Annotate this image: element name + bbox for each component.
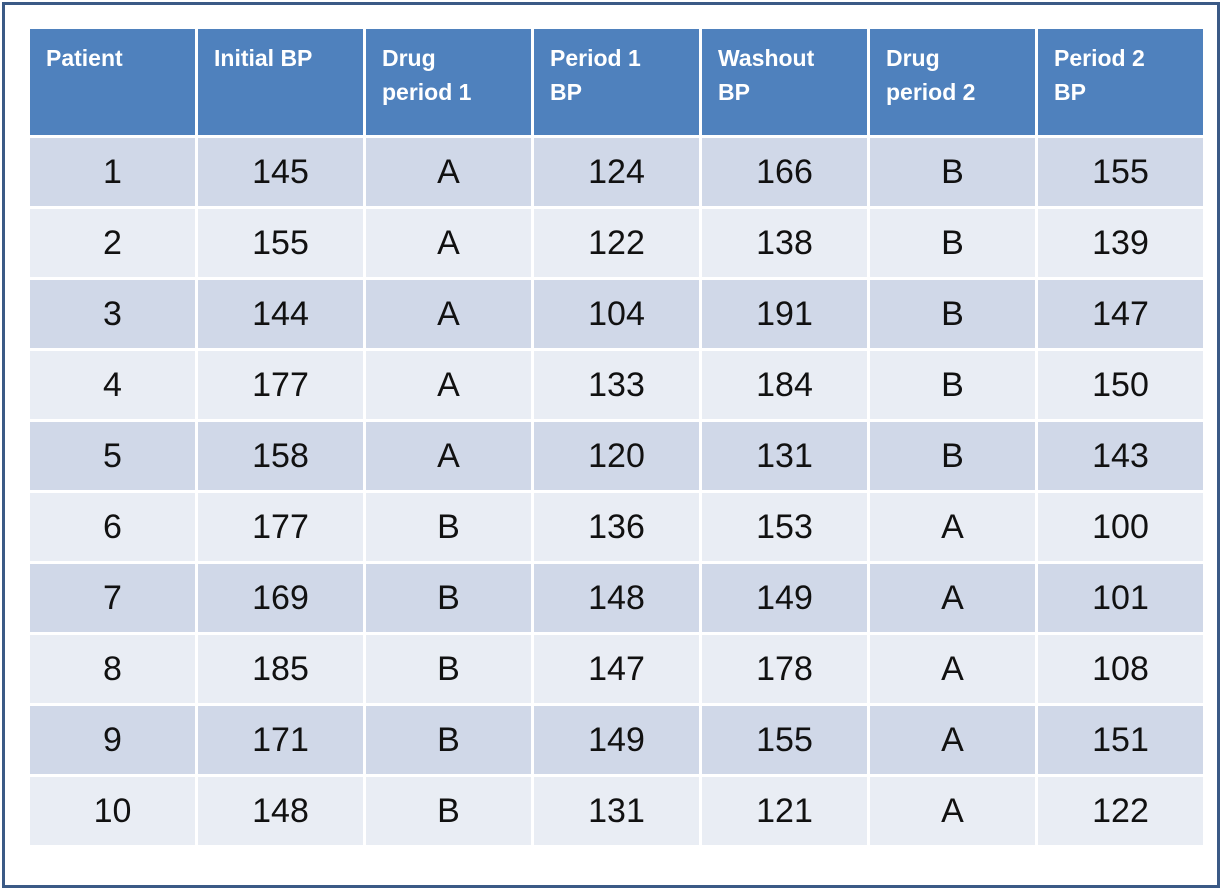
column-header-washout-bp: Washout BP	[702, 29, 867, 135]
cell-period-1-bp: 148	[534, 564, 699, 632]
cell-period-1-bp: 122	[534, 209, 699, 277]
cell-initial-bp: 171	[198, 706, 363, 774]
cell-washout-bp: 191	[702, 280, 867, 348]
cell-drug-period-2: A	[870, 777, 1035, 845]
cell-period-1-bp: 147	[534, 635, 699, 703]
cell-drug-period-2: A	[870, 564, 1035, 632]
cell-washout-bp: 153	[702, 493, 867, 561]
column-header-initial-bp: Initial BP	[198, 29, 363, 135]
column-header-patient: Patient	[30, 29, 195, 135]
cell-drug-period-1: B	[366, 706, 531, 774]
column-header-period-1-bp: Period 1 BP	[534, 29, 699, 135]
cell-drug-period-1: A	[366, 280, 531, 348]
cell-patient: 5	[30, 422, 195, 490]
cell-period-2-bp: 100	[1038, 493, 1203, 561]
cell-patient: 6	[30, 493, 195, 561]
cell-initial-bp: 145	[198, 138, 363, 206]
cell-washout-bp: 166	[702, 138, 867, 206]
cell-period-2-bp: 143	[1038, 422, 1203, 490]
cell-period-1-bp: 120	[534, 422, 699, 490]
cell-period-2-bp: 147	[1038, 280, 1203, 348]
cell-period-2-bp: 101	[1038, 564, 1203, 632]
cell-patient: 10	[30, 777, 195, 845]
cell-initial-bp: 144	[198, 280, 363, 348]
cell-drug-period-1: A	[366, 138, 531, 206]
cell-initial-bp: 169	[198, 564, 363, 632]
cell-drug-period-2: B	[870, 280, 1035, 348]
cell-patient: 8	[30, 635, 195, 703]
cell-patient: 9	[30, 706, 195, 774]
column-header-drug-period-2: Drug period 2	[870, 29, 1035, 135]
cell-washout-bp: 138	[702, 209, 867, 277]
cell-initial-bp: 177	[198, 351, 363, 419]
cell-drug-period-2: A	[870, 635, 1035, 703]
cell-drug-period-1: A	[366, 209, 531, 277]
cell-initial-bp: 158	[198, 422, 363, 490]
cell-period-1-bp: 124	[534, 138, 699, 206]
column-header-drug-period-1: Drug period 1	[366, 29, 531, 135]
cell-patient: 3	[30, 280, 195, 348]
cell-period-1-bp: 149	[534, 706, 699, 774]
cell-drug-period-1: B	[366, 635, 531, 703]
cell-drug-period-2: B	[870, 138, 1035, 206]
cell-washout-bp: 121	[702, 777, 867, 845]
cell-drug-period-2: B	[870, 209, 1035, 277]
cell-period-2-bp: 139	[1038, 209, 1203, 277]
bp-data-table: Patient Initial BP Drug period 1 Period …	[30, 29, 1203, 845]
cell-initial-bp: 185	[198, 635, 363, 703]
cell-period-1-bp: 133	[534, 351, 699, 419]
cell-patient: 2	[30, 209, 195, 277]
cell-drug-period-1: A	[366, 351, 531, 419]
cell-period-1-bp: 104	[534, 280, 699, 348]
cell-initial-bp: 177	[198, 493, 363, 561]
cell-washout-bp: 178	[702, 635, 867, 703]
cell-patient: 4	[30, 351, 195, 419]
column-header-period-2-bp: Period 2 BP	[1038, 29, 1203, 135]
cell-drug-period-1: B	[366, 777, 531, 845]
cell-washout-bp: 149	[702, 564, 867, 632]
cell-period-1-bp: 136	[534, 493, 699, 561]
cell-patient: 7	[30, 564, 195, 632]
cell-patient: 1	[30, 138, 195, 206]
cell-washout-bp: 155	[702, 706, 867, 774]
cell-drug-period-2: B	[870, 422, 1035, 490]
cell-washout-bp: 184	[702, 351, 867, 419]
cell-washout-bp: 131	[702, 422, 867, 490]
cell-period-2-bp: 151	[1038, 706, 1203, 774]
cell-initial-bp: 155	[198, 209, 363, 277]
cell-period-2-bp: 108	[1038, 635, 1203, 703]
cell-drug-period-1: A	[366, 422, 531, 490]
cell-drug-period-1: B	[366, 493, 531, 561]
cell-drug-period-1: B	[366, 564, 531, 632]
cell-drug-period-2: A	[870, 493, 1035, 561]
cell-period-2-bp: 150	[1038, 351, 1203, 419]
cell-period-2-bp: 122	[1038, 777, 1203, 845]
cell-drug-period-2: B	[870, 351, 1035, 419]
cell-period-2-bp: 155	[1038, 138, 1203, 206]
cell-period-1-bp: 131	[534, 777, 699, 845]
cell-drug-period-2: A	[870, 706, 1035, 774]
cell-initial-bp: 148	[198, 777, 363, 845]
